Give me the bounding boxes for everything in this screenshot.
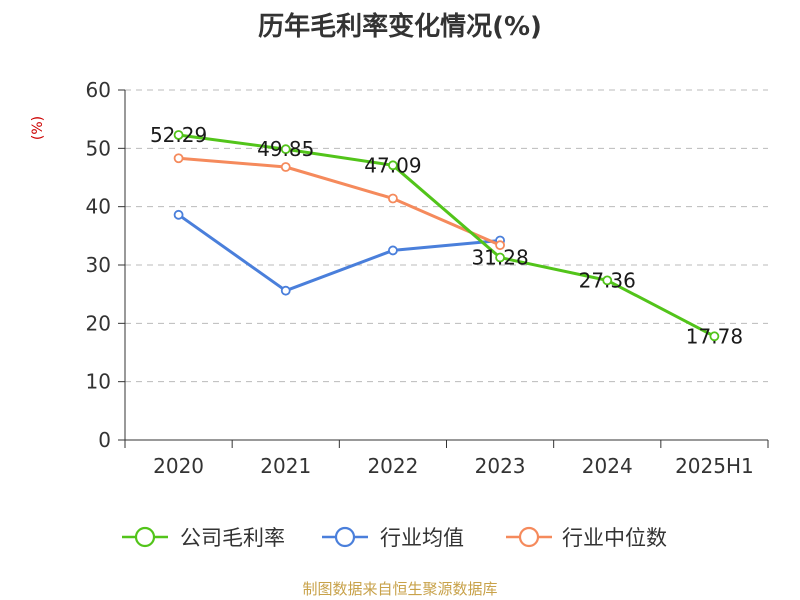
legend-label: 公司毛利率 [180, 526, 285, 550]
y-tick-label: 40 [86, 195, 111, 219]
data-point[interactable] [495, 252, 505, 263]
y-tick-label: 30 [86, 253, 111, 277]
series-line [177, 213, 501, 293]
y-tick-label: 10 [86, 370, 111, 394]
x-tick-label: 2023 [475, 454, 526, 478]
x-tick-label: 2025H1 [675, 454, 754, 478]
data-point[interactable] [280, 144, 291, 155]
data-label: 47.09 [364, 153, 421, 177]
x-tick-label: 2020 [153, 454, 204, 478]
data-label: 17.78 [686, 324, 743, 348]
data-label: 49.85 [257, 137, 314, 161]
data-point[interactable] [173, 130, 184, 140]
legend-marker [134, 526, 156, 548]
data-point[interactable] [388, 160, 398, 171]
series-line [178, 156, 501, 247]
x-tick-label: 2024 [582, 454, 633, 478]
series-lines [173, 130, 720, 342]
series-line [178, 133, 716, 338]
y-tick-label: 20 [86, 311, 111, 335]
data-point[interactable] [280, 162, 291, 172]
source-note: 制图数据来自恒生聚源数据库 [302, 580, 498, 598]
data-label: 31.28 [471, 246, 528, 270]
legend-marker [334, 526, 356, 548]
chart-title: 历年毛利率变化情况(%) [258, 12, 542, 42]
data-label: 27.36 [579, 268, 636, 292]
legend-item[interactable]: 公司毛利率 [122, 526, 285, 550]
y-tick-label: 0 [98, 428, 111, 452]
data-point[interactable] [388, 193, 398, 204]
axes: 0 10 20 30 40 50 60 2020 2021 2022 2023 2024 2025H1 [86, 78, 769, 478]
y-tick-label: 50 [86, 136, 111, 160]
legend-marker [518, 526, 540, 548]
data-point[interactable] [173, 153, 184, 164]
legend[interactable]: 公司毛利率 行业均值 行业中位数 [122, 526, 667, 550]
x-tick-label: 2022 [367, 454, 418, 478]
data-label: 52.29 [150, 123, 207, 147]
data-point[interactable] [388, 245, 398, 256]
legend-item[interactable]: 行业均值 [322, 526, 464, 550]
grid-lines [125, 89, 768, 383]
data-point[interactable] [173, 209, 184, 220]
data-point[interactable] [709, 331, 720, 342]
legend-item[interactable]: 行业中位数 [506, 526, 667, 550]
data-point[interactable] [495, 240, 505, 251]
legend-label: 行业均值 [380, 526, 464, 550]
x-tick-label: 2021 [260, 454, 311, 478]
y-tick-label: 60 [86, 78, 111, 102]
data-labels: 52.29 49.85 47.09 31.28 27.36 17.78 [150, 123, 743, 348]
data-point[interactable] [602, 275, 613, 286]
data-point[interactable] [280, 285, 291, 296]
legend-label: 行业中位数 [562, 526, 667, 550]
